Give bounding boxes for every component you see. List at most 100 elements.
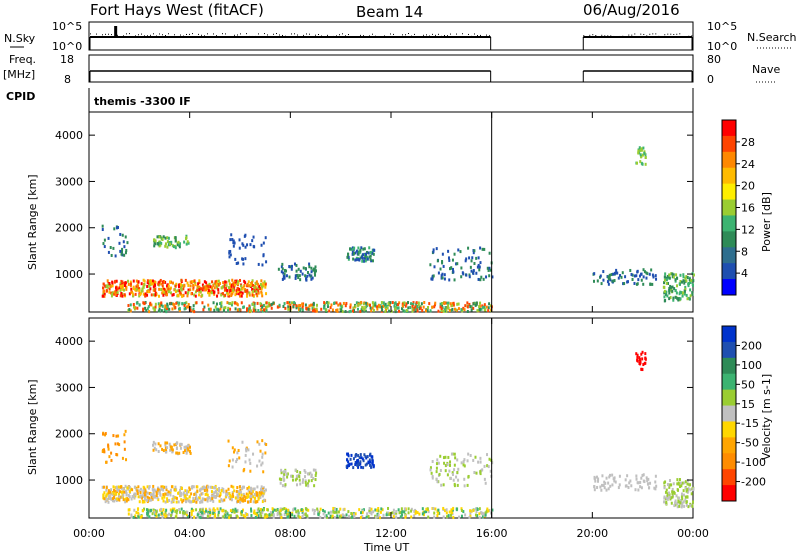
echo-cell <box>126 497 129 501</box>
echo-cell <box>649 282 652 286</box>
echo-cell <box>179 442 182 446</box>
echo-cell <box>432 507 435 511</box>
echo-cell <box>231 465 234 469</box>
nsearch-dot <box>159 33 160 35</box>
echo-cell <box>371 251 374 255</box>
echo-cell <box>164 492 167 496</box>
echo-cell <box>278 477 281 481</box>
nsearch-dot <box>225 33 226 35</box>
nsearch-dot <box>120 36 121 38</box>
echo-cell <box>381 308 384 312</box>
echo-cell <box>613 479 616 483</box>
echo-cell <box>160 487 163 491</box>
echo-cell <box>468 273 471 277</box>
echo-cell <box>164 242 167 246</box>
echo-cell <box>170 513 173 517</box>
nsearch-dot <box>210 35 211 37</box>
echo-cell <box>220 301 223 305</box>
echo-cell <box>154 442 157 446</box>
echo-cell <box>207 285 210 289</box>
echo-cell <box>139 490 142 494</box>
echo-cell <box>668 286 671 290</box>
echo-cell <box>336 514 339 518</box>
echo-cell <box>323 304 326 308</box>
echo-cell <box>340 306 343 310</box>
echo-cell <box>104 284 107 288</box>
echo-cell <box>161 284 164 288</box>
echo-cell <box>601 483 604 487</box>
echo-cell <box>161 485 164 489</box>
echo-cell <box>282 274 285 278</box>
echo-cell <box>457 478 460 482</box>
echo-cell <box>158 287 161 291</box>
echo-cell <box>361 457 364 461</box>
echo-cell <box>674 501 677 505</box>
echo-cell <box>230 484 233 488</box>
echo-cell <box>217 279 220 283</box>
echo-cell <box>160 301 163 305</box>
echo-cell <box>182 511 185 515</box>
echo-cell <box>315 307 318 311</box>
echo-cell <box>265 305 268 309</box>
echo-cell <box>679 273 682 277</box>
echo-cell <box>608 273 611 277</box>
echo-cell <box>341 513 344 517</box>
echo-cell <box>208 507 211 511</box>
echo-cell <box>166 304 169 308</box>
echo-cell <box>332 510 335 514</box>
echo-cell <box>396 303 399 307</box>
cpid-value: themis -3300 IF <box>94 95 191 108</box>
echo-cell <box>115 452 118 456</box>
echo-cell <box>153 241 156 245</box>
echo-cell <box>260 279 263 283</box>
echo-cell <box>651 282 654 286</box>
echo-cell <box>194 283 197 287</box>
echo-cell <box>144 495 147 499</box>
echo-cell <box>198 288 201 292</box>
echo-cell <box>186 446 189 450</box>
echo-cell <box>255 493 258 497</box>
echo-cell <box>422 510 425 514</box>
nsearch-dot <box>628 34 630 36</box>
echo-cell <box>609 484 612 488</box>
echo-cell <box>674 289 677 293</box>
echo-cell <box>252 500 255 504</box>
echo-cell <box>250 513 253 517</box>
echo-cell <box>433 303 436 307</box>
echo-cell <box>429 466 432 470</box>
echo-cell <box>361 259 364 263</box>
echo-cell <box>206 496 209 500</box>
echo-cell <box>390 309 393 313</box>
echo-cell <box>241 499 244 503</box>
echo-cell <box>232 494 235 498</box>
beam-label: Beam 14 <box>356 3 423 21</box>
echo-cell <box>472 251 475 255</box>
nsearch-dot <box>270 36 271 38</box>
echo-cell <box>151 282 154 286</box>
echo-cell <box>120 291 123 295</box>
echo-cell <box>137 287 140 291</box>
echo-cell <box>250 509 253 513</box>
echo-cell <box>689 504 692 508</box>
echo-cell <box>143 497 146 501</box>
echo-cell <box>164 443 167 447</box>
echo-cell <box>678 504 681 508</box>
echo-cell <box>284 507 287 511</box>
echo-cell <box>645 276 648 280</box>
echo-cell <box>441 260 444 264</box>
colorbar-segment <box>722 405 736 422</box>
echo-cell <box>109 492 112 496</box>
echo-cell <box>247 488 250 492</box>
echo-cell <box>451 471 454 475</box>
echo-cell <box>466 305 469 309</box>
echo-cell <box>174 239 177 243</box>
nsearch-dot <box>111 34 112 36</box>
echo-cell <box>364 254 367 258</box>
echo-cell <box>228 491 231 495</box>
echo-cell <box>150 293 153 297</box>
echo-cell <box>664 490 667 494</box>
echo-cell <box>155 514 158 518</box>
echo-cell <box>400 307 403 311</box>
echo-cell <box>671 492 674 496</box>
